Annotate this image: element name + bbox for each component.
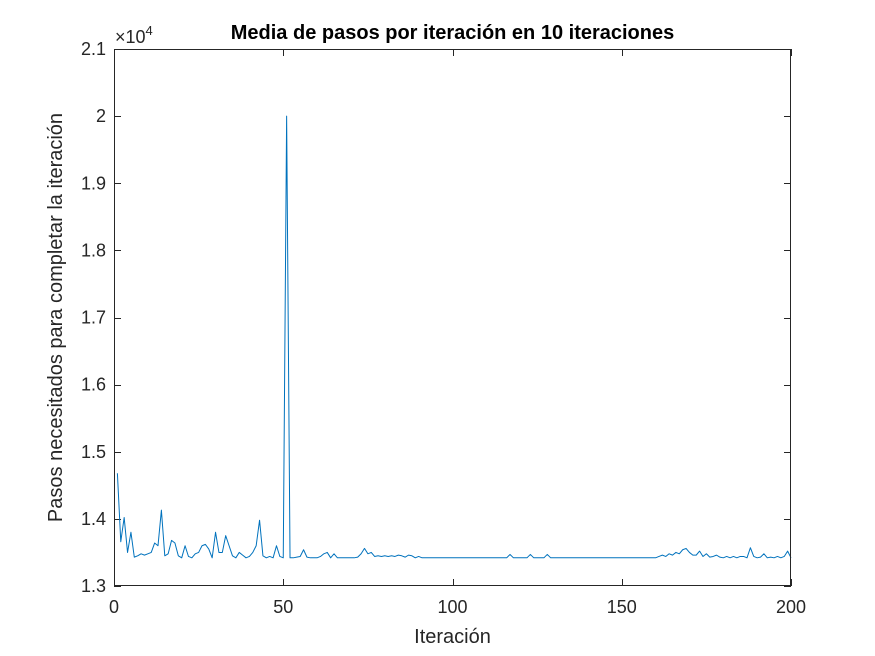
- y-tick-label: 1.8: [81, 240, 106, 260]
- y-tick-label: 1.6: [81, 375, 106, 395]
- series-line: [116, 115, 792, 559]
- y-tick-label: 1.4: [81, 509, 106, 529]
- exponent-base: ×10: [115, 27, 146, 47]
- exponent-power: 4: [146, 23, 153, 38]
- axis-ticks: 0 50 100 150 200 1.3 1.4 1.5 1.6 1.7 1.8 1.9 2 2.1: [81, 39, 806, 617]
- series-layer: [116, 115, 792, 559]
- x-tick-label: 200: [776, 597, 806, 617]
- x-tick-label: 50: [273, 597, 293, 617]
- axes-box: [114, 49, 791, 586]
- y-tick-label: 1.9: [81, 173, 106, 193]
- x-tick-label: 100: [437, 597, 467, 617]
- x-tick-label: 0: [109, 597, 119, 617]
- x-tick-label: 150: [607, 597, 637, 617]
- plot-area: [114, 49, 791, 586]
- y-axis-exponent: ×104: [115, 23, 153, 47]
- y-axis-label: Pasos necesitados para completar la iter…: [45, 113, 67, 522]
- y-tick-label: 2: [96, 106, 106, 126]
- y-tick-label: 1.7: [81, 308, 106, 328]
- y-tick-label: 1.3: [81, 576, 106, 596]
- x-axis-label: Iteración: [414, 626, 491, 648]
- chart-title: Media de pasos por iteración en 10 itera…: [231, 22, 675, 44]
- y-tick-label: 1.5: [81, 442, 106, 462]
- y-tick-label: 2.1: [81, 39, 106, 59]
